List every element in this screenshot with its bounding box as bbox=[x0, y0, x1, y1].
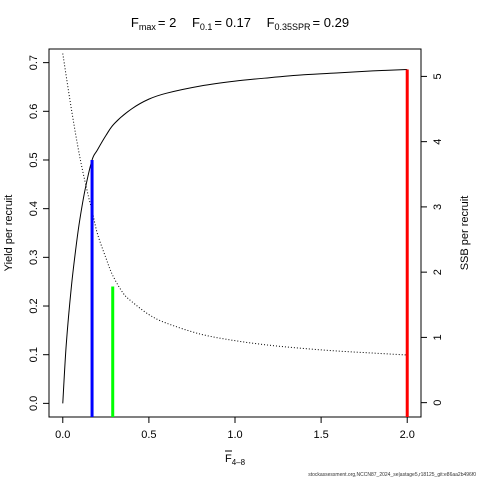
series-layer bbox=[62, 53, 408, 404]
y-right-tick-label-0: 0 bbox=[432, 400, 444, 406]
y-axis-right: 0 1 2 3 4 5 bbox=[421, 73, 444, 406]
y-left-tick-label-1: 0.1 bbox=[28, 347, 40, 362]
x-tick-label-4: 2.0 bbox=[400, 429, 415, 441]
y-right-tick-label-4: 4 bbox=[432, 139, 444, 145]
reference-lines bbox=[90, 69, 409, 417]
y-left-tick-label-4: 0.4 bbox=[28, 201, 40, 216]
y-right-tick-label-3: 3 bbox=[432, 204, 444, 210]
chart-title: Fmax = 2 F0.1 = 0.17 F0.35SPR = 0.29 bbox=[131, 15, 349, 32]
x-tick-label-2: 1.0 bbox=[227, 429, 242, 441]
y-left-tick-label-2: 0.2 bbox=[28, 298, 40, 313]
plot-frame bbox=[48, 48, 422, 418]
y-axis-left: 0.0 0.1 0.2 0.3 0.4 0.5 0.6 0.7 bbox=[28, 55, 49, 411]
y-left-tick-label-6: 0.6 bbox=[28, 104, 40, 119]
y-left-tick-label-7: 0.7 bbox=[28, 55, 40, 70]
x-tick-label-0: 0.0 bbox=[55, 429, 70, 441]
x-tick-label-1: 0.5 bbox=[141, 429, 156, 441]
x-axis-title: F4–8 bbox=[225, 453, 246, 467]
y-axis-right-title: SSB per recruit bbox=[459, 196, 471, 271]
y-right-tick-label-5: 5 bbox=[432, 73, 444, 79]
y-right-tick-label-1: 1 bbox=[432, 334, 444, 340]
sspr-curve bbox=[62, 53, 408, 356]
y-axis-left-title: Yield per recruit bbox=[3, 195, 15, 272]
y-left-tick-label-5: 0.5 bbox=[28, 152, 40, 167]
x-tick-label-3: 1.5 bbox=[313, 429, 328, 441]
y-right-tick-label-2: 2 bbox=[432, 269, 444, 275]
source-caption: stockassessment.org,NCCN87_2024_se|astag… bbox=[308, 472, 476, 478]
x-axis: 0.0 0.5 1.0 1.5 2.0 bbox=[55, 417, 415, 441]
ypr-curve bbox=[62, 68, 408, 404]
y-left-tick-label-0: 0.0 bbox=[28, 396, 40, 411]
y-left-tick-label-3: 0.3 bbox=[28, 250, 40, 265]
